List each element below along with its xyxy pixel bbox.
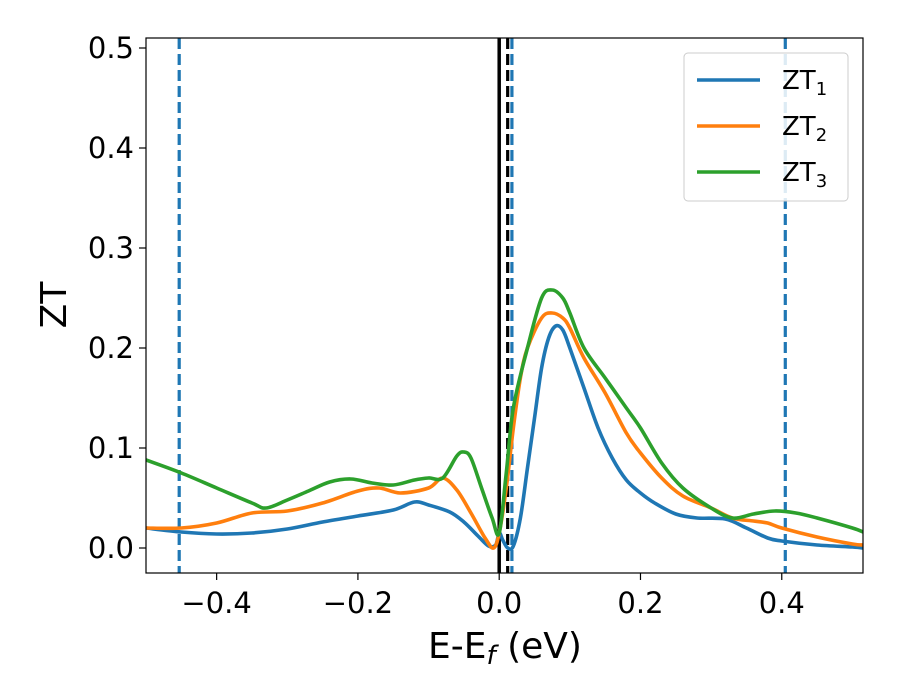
x-tick-label: −0.4 bbox=[181, 586, 251, 620]
y-tick-label: 0.5 bbox=[88, 31, 134, 65]
plot-frame bbox=[145, 37, 864, 574]
x-tick-label: 0.0 bbox=[476, 586, 522, 620]
legend-label-zt1: ZT1 bbox=[782, 66, 827, 100]
legend-frame bbox=[683, 52, 849, 202]
x-axis-ticks: −0.4 −0.2 0.0 0.2 0.4 bbox=[181, 573, 805, 620]
legend-label-zt3: ZT3 bbox=[782, 158, 827, 192]
y-axis-label: ZT bbox=[34, 281, 75, 329]
x-tick-label: −0.2 bbox=[323, 586, 393, 620]
y-tick-label: 0.1 bbox=[88, 431, 134, 465]
series-line-zt3 bbox=[146, 288, 863, 537]
legend: ZT1 ZT2 ZT3 bbox=[683, 52, 849, 202]
y-tick-label: 0.4 bbox=[88, 131, 134, 165]
x-tick-label: 0.4 bbox=[759, 586, 805, 620]
legend-label-zt2: ZT2 bbox=[782, 112, 827, 146]
y-tick-label: 0.2 bbox=[88, 331, 134, 365]
x-axis-label: E-Ef (eV) bbox=[428, 626, 582, 671]
y-axis-ticks: 0.0 0.1 0.2 0.3 0.4 0.5 bbox=[88, 31, 146, 565]
y-tick-label: 0.0 bbox=[88, 531, 134, 565]
series-line-zt1 bbox=[146, 323, 863, 552]
x-tick-label: 0.2 bbox=[617, 586, 663, 620]
y-tick-label: 0.3 bbox=[88, 231, 134, 265]
series-lines bbox=[146, 288, 863, 552]
